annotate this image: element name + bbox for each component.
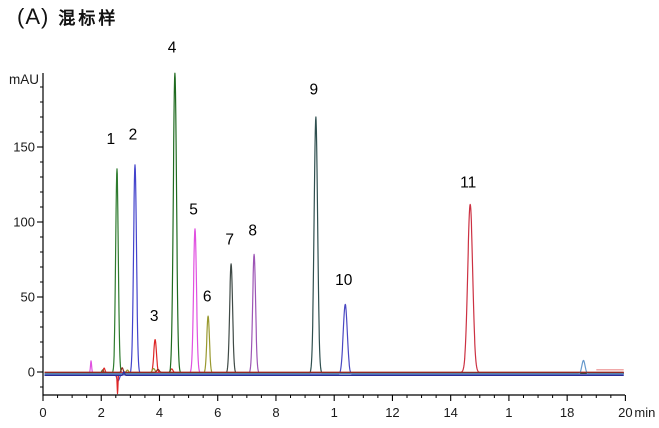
trace-late-small	[44, 359, 625, 375]
peak-label-6: 6	[203, 289, 212, 306]
x-axis-unit: min	[634, 405, 655, 420]
peak-label-11: 11	[460, 175, 476, 192]
peak-label-4: 4	[168, 40, 177, 57]
y-axis-label: mAU	[9, 72, 39, 87]
peak-label-10: 10	[335, 272, 353, 289]
trace-9	[44, 116, 625, 375]
trace-4	[44, 72, 625, 374]
x-tick-label: 2	[98, 405, 105, 420]
x-tick-label: 1	[505, 405, 512, 420]
trace-baseline-darkred	[44, 367, 625, 373]
peak-label-7: 7	[225, 232, 234, 249]
x-tick-label: 1	[331, 405, 338, 420]
x-tick-label: 12	[385, 405, 399, 420]
peak-label-1: 1	[107, 131, 116, 148]
peak-label-3: 3	[150, 308, 159, 325]
x-tick-label: 4	[156, 405, 163, 420]
axis-frame	[42, 73, 625, 396]
figure-title-text: 混标样	[58, 9, 119, 28]
trace-11	[44, 203, 625, 373]
trace-2	[44, 164, 625, 382]
trace-baseline-navy	[44, 371, 625, 376]
x-tick-label: 8	[272, 405, 279, 420]
x-tick-label: 6	[214, 405, 221, 420]
figure-label: (A)	[17, 4, 50, 29]
x-tick-label: 20	[618, 405, 632, 420]
peak-label-2: 2	[129, 127, 138, 144]
trace-1	[44, 168, 625, 374]
y-tick-label: 50	[21, 290, 35, 305]
y-tick-label: 0	[28, 365, 35, 380]
peak-label-5: 5	[189, 202, 198, 219]
y-tick-label: 150	[13, 140, 35, 155]
x-tick-label: 18	[560, 405, 574, 420]
x-tick-label: 0	[39, 405, 46, 420]
x-tick-label: 14	[443, 405, 457, 420]
y-tick-label: 100	[13, 215, 35, 230]
figure-title: (A) 混标样	[17, 4, 118, 30]
peak-label-9: 9	[310, 82, 319, 99]
peak-label-8: 8	[248, 223, 257, 240]
